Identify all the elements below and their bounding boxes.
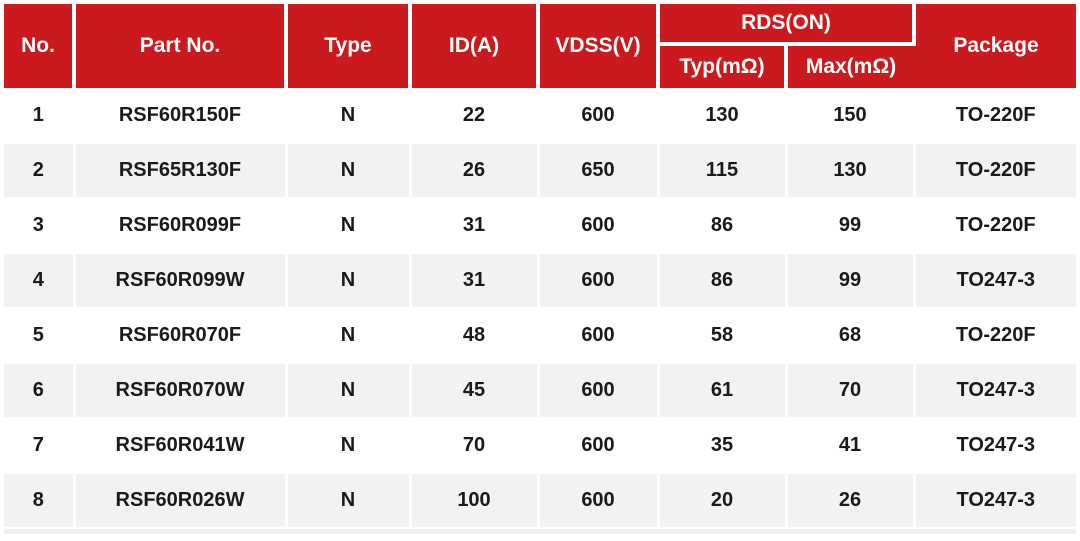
cell-rds-typ: 86 bbox=[658, 198, 788, 254]
cell-type: N bbox=[286, 253, 412, 309]
cell-vdss: 600 bbox=[538, 473, 660, 529]
cell-rds-max: 130 bbox=[786, 143, 916, 199]
cell-part-no: RSF60R026W bbox=[74, 473, 288, 529]
cell-type: N bbox=[286, 418, 412, 474]
cell-part-no: RSF60R070W bbox=[74, 363, 288, 419]
cell-vdss: 600 bbox=[538, 363, 660, 419]
cell-package: TO-220F bbox=[914, 88, 1076, 144]
cell-part-no: RSF60R099W bbox=[74, 253, 288, 309]
cell-vdss: 600 bbox=[538, 88, 660, 144]
cell-id-a: 100 bbox=[410, 473, 540, 529]
cell-part-no: RSF65R130F bbox=[74, 143, 288, 199]
cell-rds-max: 41 bbox=[786, 418, 916, 474]
column-header-package: Package bbox=[914, 4, 1076, 88]
cell-no: 6 bbox=[4, 363, 76, 419]
cell-package: TO247-3 bbox=[914, 363, 1076, 419]
cell-rds-max: 99 bbox=[786, 253, 916, 309]
cell-no: 3 bbox=[4, 198, 76, 254]
column-header-part-no: Part No. bbox=[74, 4, 288, 88]
cell-part-no: RSF60R070F bbox=[74, 308, 288, 364]
cell-no: 7 bbox=[4, 418, 76, 474]
cell-type: N bbox=[286, 363, 412, 419]
cell-vdss: 600 bbox=[538, 198, 660, 254]
column-header-rds-typ: Typ(mΩ) bbox=[658, 44, 788, 88]
cell-part-no: RSF60R099F bbox=[74, 198, 288, 254]
cell-package: TO-220F bbox=[914, 308, 1076, 364]
table-header: No. Part No. Type ID(A) VDSS(V) RDS(ON) … bbox=[4, 4, 1076, 88]
cell-vdss: 600 bbox=[538, 418, 660, 474]
table-row: 1 RSF60R150F N 22 600 130 150 TO-220F bbox=[4, 88, 1076, 144]
cell-rds-max: 68 bbox=[786, 308, 916, 364]
cell-no: 4 bbox=[4, 253, 76, 309]
cell-no: 8 bbox=[4, 473, 76, 529]
column-header-type: Type bbox=[286, 4, 412, 88]
table-body: 1 RSF60R150F N 22 600 130 150 TO-220F 2 RSF65R130… bbox=[4, 88, 1076, 529]
table-row: 2 RSF65R130F N 26 650 115 130 TO-220F bbox=[4, 143, 1076, 199]
column-header-no: No. bbox=[4, 4, 76, 88]
cell-id-a: 31 bbox=[410, 253, 540, 309]
cell-id-a: 70 bbox=[410, 418, 540, 474]
cell-vdss: 650 bbox=[538, 143, 660, 199]
cell-id-a: 45 bbox=[410, 363, 540, 419]
table-row: 6 RSF60R070W N 45 600 61 70 TO247-3 bbox=[4, 363, 1076, 419]
cell-vdss: 600 bbox=[538, 308, 660, 364]
cell-id-a: 48 bbox=[410, 308, 540, 364]
table-row: 3 RSF60R099F N 31 600 86 99 TO-220F bbox=[4, 198, 1076, 254]
parts-table: No. Part No. Type ID(A) VDSS(V) RDS(ON) … bbox=[4, 4, 1076, 529]
cell-rds-max: 99 bbox=[786, 198, 916, 254]
column-header-rds-on: RDS(ON) bbox=[658, 4, 917, 46]
table-row: 5 RSF60R070F N 48 600 58 68 TO-220F bbox=[4, 308, 1076, 364]
cell-type: N bbox=[286, 308, 412, 364]
column-header-id-a: ID(A) bbox=[410, 4, 540, 88]
cell-part-no: RSF60R150F bbox=[74, 88, 288, 144]
table-row: 8 RSF60R026W N 100 600 20 26 TO247-3 bbox=[4, 473, 1076, 529]
table-row: 7 RSF60R041W N 70 600 35 41 TO247-3 bbox=[4, 418, 1076, 474]
cell-rds-typ: 20 bbox=[658, 473, 788, 529]
column-header-rds-max: Max(mΩ) bbox=[786, 44, 915, 88]
cell-package: TO247-3 bbox=[914, 418, 1076, 474]
cell-type: N bbox=[286, 88, 412, 144]
cell-rds-typ: 86 bbox=[658, 253, 788, 309]
cell-package: TO-220F bbox=[914, 143, 1076, 199]
cell-no: 2 bbox=[4, 143, 76, 199]
cell-type: N bbox=[286, 198, 412, 254]
column-header-vdss: VDSS(V) bbox=[538, 4, 660, 88]
cell-rds-typ: 115 bbox=[658, 143, 788, 199]
cell-rds-typ: 130 bbox=[658, 88, 788, 144]
cell-type: N bbox=[286, 143, 412, 199]
cell-package: TO247-3 bbox=[914, 473, 1076, 529]
cell-rds-typ: 35 bbox=[658, 418, 788, 474]
cell-vdss: 600 bbox=[538, 253, 660, 309]
cell-rds-max: 150 bbox=[786, 88, 916, 144]
cell-part-no: RSF60R041W bbox=[74, 418, 288, 474]
cell-id-a: 22 bbox=[410, 88, 540, 144]
cell-rds-typ: 58 bbox=[658, 308, 788, 364]
cell-id-a: 26 bbox=[410, 143, 540, 199]
cell-rds-max: 70 bbox=[786, 363, 916, 419]
cell-rds-typ: 61 bbox=[658, 363, 788, 419]
cell-type: N bbox=[286, 473, 412, 529]
cell-package: TO247-3 bbox=[914, 253, 1076, 309]
table-bottom-shadow bbox=[4, 529, 1076, 534]
cell-id-a: 31 bbox=[410, 198, 540, 254]
cell-rds-max: 26 bbox=[786, 473, 916, 529]
table-row: 4 RSF60R099W N 31 600 86 99 TO247-3 bbox=[4, 253, 1076, 309]
cell-no: 1 bbox=[4, 88, 76, 144]
cell-no: 5 bbox=[4, 308, 76, 364]
cell-package: TO-220F bbox=[914, 198, 1076, 254]
